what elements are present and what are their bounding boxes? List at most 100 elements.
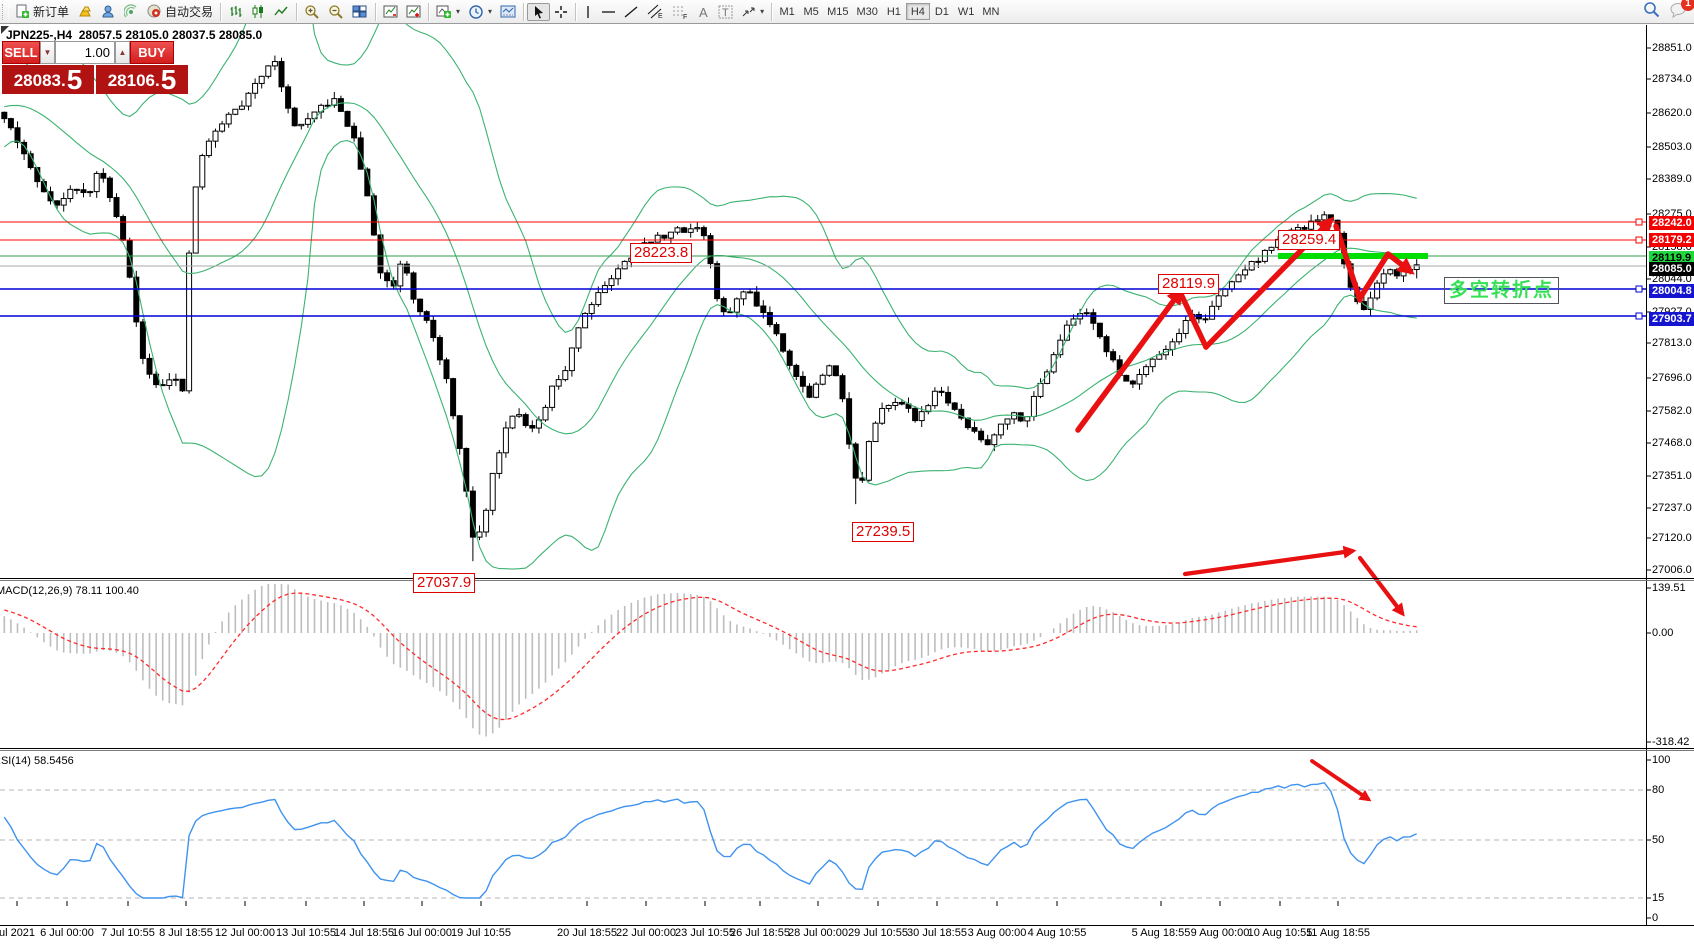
sell-price[interactable]: 28083. 5 — [2, 65, 94, 94]
trend-arrow-macd-0[interactable] — [1182, 545, 1357, 577]
vertical-line-button[interactable] — [579, 3, 597, 21]
annotation-arrows-layer[interactable] — [1075, 216, 1415, 802]
trendline-button[interactable] — [620, 3, 643, 21]
new-order-label: 新订单 — [33, 5, 70, 19]
chart-area[interactable]: JPN225-,H4 28057.5 28105.0 28037.5 28085… — [0, 24, 1694, 947]
candlestick-chart-button[interactable] — [247, 3, 270, 21]
timeframe-M15[interactable]: M15 — [827, 6, 849, 18]
macd-pane-separator[interactable] — [0, 578, 1694, 579]
volume-down-button[interactable]: ▼ — [40, 41, 55, 64]
price-label-28223[interactable]: 28223.8 — [630, 243, 693, 263]
timeframe-W1[interactable]: W1 — [957, 6, 975, 18]
text-label-button[interactable]: T — [714, 3, 737, 21]
timeframe-M1[interactable]: M1 — [779, 6, 795, 18]
auto-trading-label: 自动交易 — [165, 5, 214, 19]
zoom-out-button[interactable] — [324, 3, 348, 21]
shapes-caret[interactable]: ▾ — [760, 7, 765, 16]
crosshair-button[interactable] — [550, 3, 572, 21]
chart-canvas[interactable] — [0, 24, 1694, 947]
one-click-collapse-arrow[interactable] — [1, 26, 9, 34]
tile-windows-button[interactable] — [348, 3, 372, 21]
time-tick: 7 Jul 10:55 — [101, 927, 155, 939]
price-label-27037[interactable]: 27037.9 — [413, 573, 476, 593]
toolbar-grip[interactable] — [2, 3, 9, 20]
volume-up-button[interactable]: ▲ — [115, 41, 130, 64]
vertical-line-icon — [587, 5, 589, 18]
timeframe-MN[interactable]: MN — [982, 6, 1000, 18]
period-button[interactable]: ▾ — [464, 3, 496, 21]
macd-layer — [3, 584, 1418, 737]
time-tick: ul 2021 — [0, 927, 36, 939]
buy-price[interactable]: 28106. 5 — [96, 65, 188, 94]
rsi-pane-separator[interactable] — [0, 748, 1694, 749]
horizontal-levels-layer[interactable] — [0, 47, 1651, 919]
time-tick: 23 Jul 10:55 — [675, 927, 735, 939]
period-caret[interactable]: ▾ — [488, 7, 493, 16]
zoom-in-icon — [305, 4, 319, 19]
search-icon[interactable] — [1643, 1, 1660, 18]
shapes-button[interactable]: ▾ — [737, 3, 768, 21]
bar-chart-button[interactable] — [224, 3, 247, 21]
trend-arrow-main-0[interactable] — [1075, 287, 1184, 433]
price-badge: 28004.8 — [1649, 284, 1694, 298]
price-badge: 28179.2 — [1649, 233, 1694, 247]
timeframe-M30[interactable]: M30 — [856, 6, 878, 18]
buy-button[interactable]: BUY — [130, 41, 174, 64]
fibonacci-button[interactable]: F — [668, 3, 693, 21]
new-order-button[interactable]: 新订单 — [11, 3, 73, 21]
profile-button[interactable] — [97, 3, 120, 21]
sell-button[interactable]: SELL — [2, 41, 40, 64]
macd-tick: 0.00 — [1652, 627, 1674, 639]
trend-arrow-main-1[interactable] — [1177, 289, 1209, 350]
add-indicator-caret[interactable]: ▾ — [456, 7, 461, 16]
trend-arrow-macd-1[interactable] — [1357, 555, 1405, 617]
turning-point-label[interactable]: 多空转折点 — [1444, 277, 1560, 304]
signal-icon — [124, 4, 137, 18]
line-chart-button[interactable] — [270, 3, 293, 21]
horizontal-line-button[interactable] — [597, 3, 620, 21]
timeframe-H4[interactable]: H4 — [905, 3, 930, 20]
trend-arrow-main-4[interactable] — [1357, 251, 1415, 301]
line-chart-icon — [274, 6, 288, 16]
indicator-window-add-button[interactable] — [402, 3, 425, 21]
price-label-28119[interactable]: 28119.9 — [1158, 274, 1220, 294]
equidistant-channel-button[interactable]: E — [643, 3, 668, 21]
time-tick: 6 Jul 00:00 — [40, 927, 94, 939]
time-tick: 4 Aug 10:55 — [1027, 927, 1087, 939]
timeframe-H1[interactable]: H1 — [886, 6, 901, 18]
chat-button[interactable]: 1 — [1670, 0, 1694, 18]
svg-text:F: F — [683, 14, 687, 19]
timeframe-D1[interactable]: D1 — [934, 6, 949, 18]
deposit-button[interactable] — [73, 3, 97, 21]
auto-trading-button[interactable]: 自动交易 — [143, 3, 217, 21]
time-tick: 22 Jul 00:00 — [616, 927, 676, 939]
indicator-window-button[interactable] — [379, 3, 402, 21]
bar-chart-icon — [230, 6, 242, 17]
fibonacci-icon: F — [673, 6, 687, 19]
signal-button[interactable] — [120, 3, 143, 21]
highlight-green-segment[interactable] — [1278, 253, 1428, 259]
price-badge: 28242.0 — [1649, 216, 1694, 230]
price-axis-border — [1646, 25, 1647, 926]
rsi-pane-separator-shadow — [0, 750, 1694, 751]
symbol-period: JPN225-,H4 — [6, 28, 73, 42]
zoom-in-button[interactable] — [300, 3, 324, 21]
cursor-button[interactable] — [527, 2, 551, 21]
price-tick: 28044.0 — [1652, 273, 1692, 285]
time-tick: 26 Jul 18:55 — [730, 927, 790, 939]
rsi-tick: 0 — [1652, 912, 1659, 924]
timeframe-M5[interactable]: M5 — [803, 6, 819, 18]
add-indicator-button[interactable]: ▾ — [432, 3, 464, 21]
price-tick: 27351.0 — [1652, 470, 1692, 482]
text-label-icon: T — [718, 5, 733, 19]
time-tick: 5 Aug 18:55 — [1131, 927, 1191, 939]
price-label-27239[interactable]: 27239.5 — [852, 522, 915, 542]
text-button[interactable]: A — [693, 3, 714, 21]
svg-text:E: E — [658, 13, 663, 19]
trend-arrow-rsi-0[interactable] — [1310, 759, 1372, 802]
volume-input[interactable]: 1.00 — [55, 41, 115, 64]
time-tick: 10 Aug 10:55 — [1247, 927, 1313, 939]
price-label-28259[interactable]: 28259.4 — [1278, 230, 1341, 250]
templates-button[interactable] — [496, 3, 520, 21]
chart-ohlc-header: JPN225-,H4 28057.5 28105.0 28037.5 28085… — [6, 28, 262, 42]
